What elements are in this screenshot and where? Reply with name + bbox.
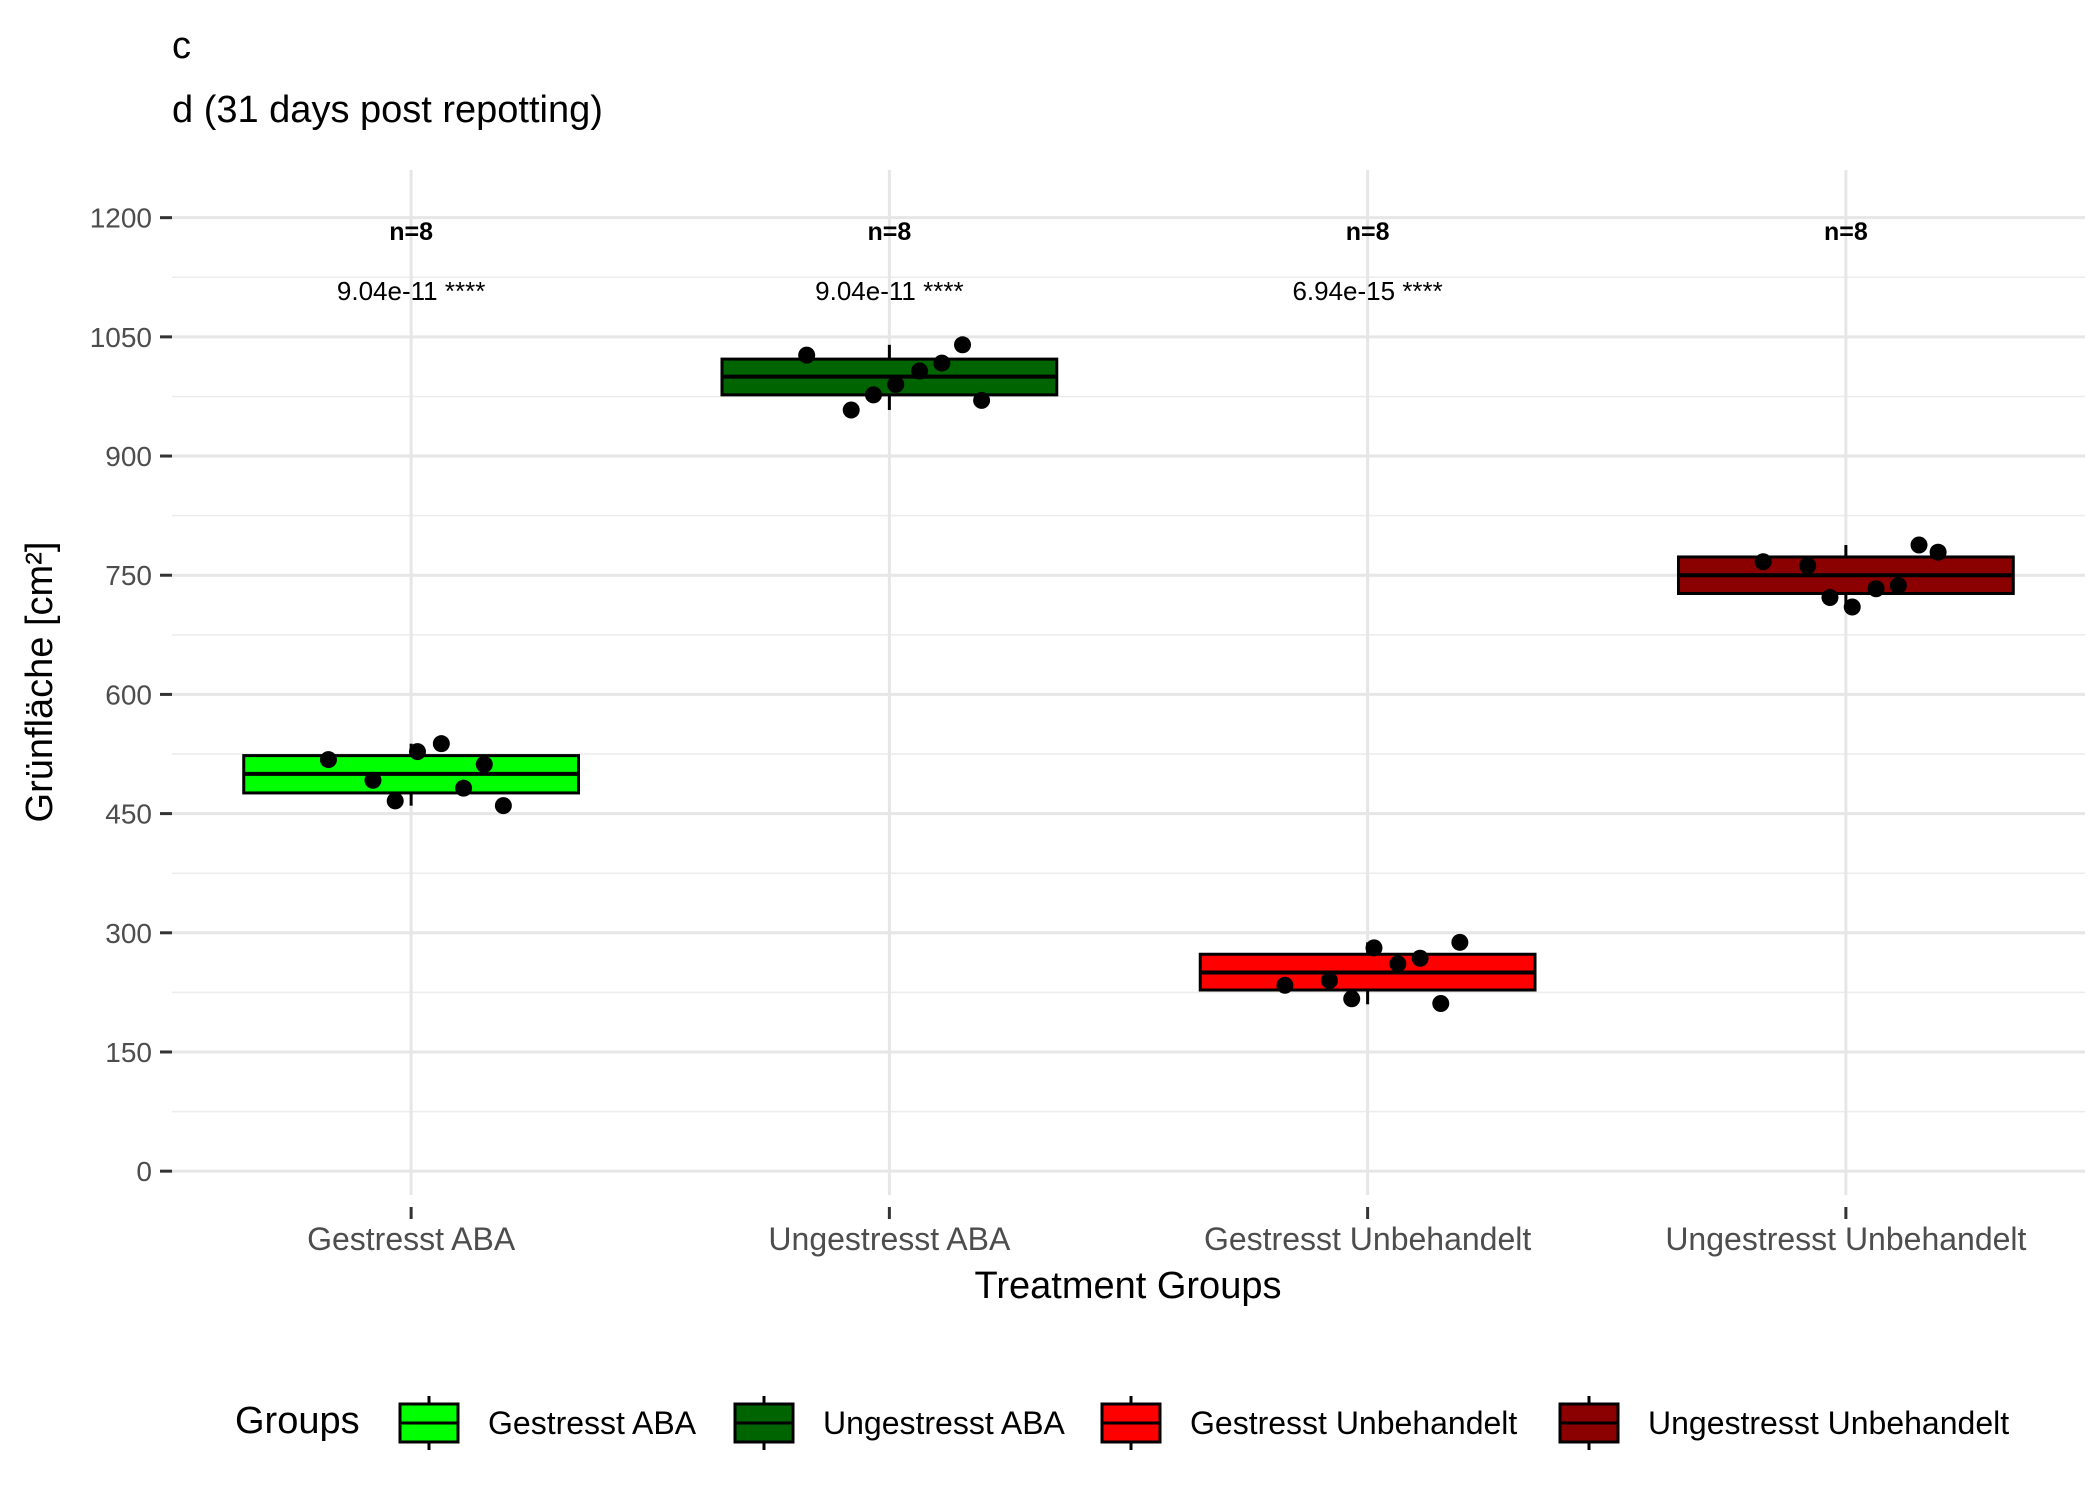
data-point bbox=[911, 362, 929, 380]
data-point bbox=[1365, 939, 1383, 957]
data-point bbox=[1821, 588, 1839, 606]
chart-title: c bbox=[172, 25, 191, 67]
p-value-label: 6.94e-15 **** bbox=[1292, 276, 1442, 306]
data-point bbox=[319, 751, 337, 769]
data-point bbox=[1432, 995, 1450, 1013]
data-point bbox=[386, 792, 404, 810]
data-point bbox=[842, 401, 860, 419]
data-point bbox=[408, 743, 426, 761]
legend-label: Ungestresst Unbehandelt bbox=[1648, 1405, 2009, 1441]
y-tick-label: 1050 bbox=[90, 322, 152, 353]
x-axis-title: Treatment Groups bbox=[975, 1265, 1282, 1307]
data-point bbox=[455, 779, 473, 797]
data-point bbox=[494, 797, 512, 815]
annotations: n=8 9.04e-11 **** n=8 9.04e-11 **** n=8 6.94e… bbox=[337, 218, 1868, 306]
x-tick-label: Gestresst Unbehandelt bbox=[1204, 1221, 1531, 1257]
data-point bbox=[1867, 580, 1885, 598]
data-point bbox=[1343, 990, 1361, 1008]
data-point bbox=[954, 336, 972, 354]
data-point bbox=[475, 755, 493, 773]
y-tick-label: 0 bbox=[136, 1156, 152, 1187]
data-point bbox=[1799, 557, 1817, 575]
data-point bbox=[1320, 971, 1338, 989]
y-tick-label: 600 bbox=[105, 679, 152, 710]
data-point bbox=[933, 354, 951, 372]
y-axis: 0 150 300 450 600 750 900 1050 1200 bbox=[90, 203, 172, 1187]
data-point bbox=[1754, 553, 1772, 571]
legend-title: Groups bbox=[235, 1400, 360, 1442]
y-tick-label: 450 bbox=[105, 799, 152, 830]
data-point bbox=[798, 346, 816, 364]
p-value-label: 9.04e-11 **** bbox=[815, 276, 963, 306]
data-point bbox=[1910, 536, 1928, 554]
data-point bbox=[1276, 976, 1294, 994]
y-tick-label: 1200 bbox=[90, 203, 152, 234]
y-tick-label: 300 bbox=[105, 918, 152, 949]
data-point bbox=[1411, 949, 1429, 967]
n-label: n=8 bbox=[389, 218, 433, 246]
y-tick-label: 900 bbox=[105, 441, 152, 472]
x-axis: Gestresst ABA Ungestresst ABA Gestresst Un… bbox=[307, 1207, 2027, 1257]
x-tick-label: Ungestresst ABA bbox=[768, 1221, 1011, 1257]
p-value-label: 9.04e-11 **** bbox=[337, 276, 485, 306]
n-label: n=8 bbox=[1346, 218, 1390, 246]
chart-subtitle: d (31 days post repotting) bbox=[172, 89, 603, 131]
legend-label: Ungestresst ABA bbox=[823, 1405, 1066, 1441]
grid-lines bbox=[172, 170, 2085, 1195]
legend-label: Gestresst Unbehandelt bbox=[1190, 1405, 1517, 1441]
x-tick-label: Ungestresst Unbehandelt bbox=[1665, 1221, 2026, 1257]
x-tick-label: Gestresst ABA bbox=[307, 1221, 516, 1257]
data-point bbox=[364, 771, 382, 789]
data-point bbox=[432, 735, 450, 753]
n-label: n=8 bbox=[1824, 218, 1868, 246]
y-tick-label: 150 bbox=[105, 1037, 152, 1068]
data-point bbox=[973, 391, 991, 409]
legend-label: Gestresst ABA bbox=[488, 1405, 697, 1441]
boxplots bbox=[242, 344, 2015, 1005]
data-point bbox=[1929, 543, 1947, 561]
y-axis-title: Grünfläche [cm²] bbox=[19, 542, 61, 823]
data-point bbox=[1451, 933, 1469, 951]
data-point bbox=[887, 376, 905, 394]
n-label: n=8 bbox=[867, 218, 911, 246]
data-points bbox=[319, 336, 1947, 1013]
data-point bbox=[864, 386, 882, 404]
data-point bbox=[1843, 598, 1861, 616]
y-tick-label: 750 bbox=[105, 560, 152, 591]
data-point bbox=[1889, 577, 1907, 595]
legend: Groups Gestresst ABA Ungestresst ABA Gestr… bbox=[235, 1396, 2009, 1450]
data-point bbox=[1389, 955, 1407, 973]
